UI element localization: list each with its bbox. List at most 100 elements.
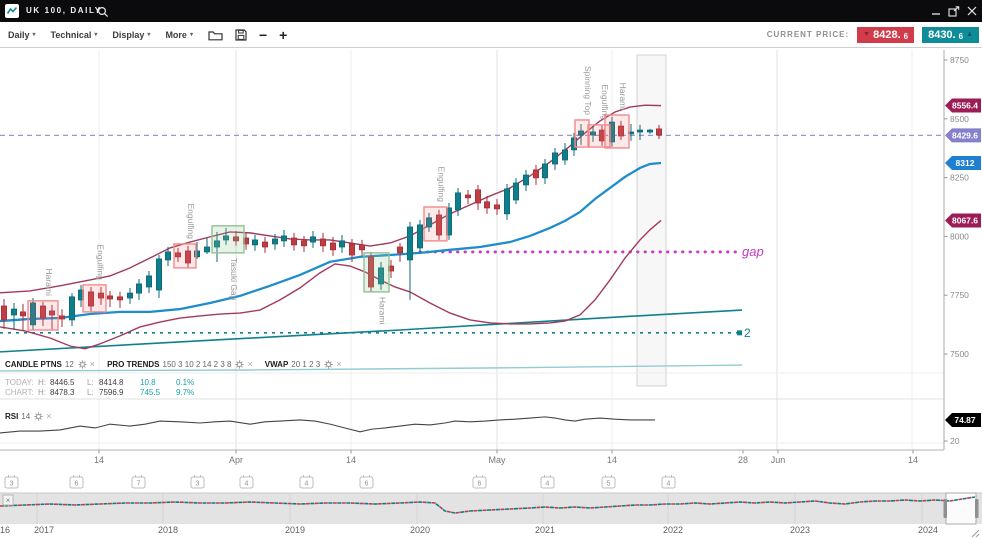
svg-text:8500: 8500 — [950, 114, 969, 124]
pattern-box-spinning-top — [574, 119, 590, 148]
navigator-year-label: 2020 — [410, 525, 430, 535]
svg-text:7: 7 — [137, 481, 141, 488]
resize-handle[interactable] — [971, 529, 980, 538]
navigator-year-label: 2017 — [34, 525, 54, 535]
window-title: UK 100, DAILY — [26, 6, 102, 15]
save-icon[interactable] — [235, 28, 247, 41]
svg-text:8556.4: 8556.4 — [952, 101, 978, 111]
bollinger-lower-line — [0, 219, 662, 350]
svg-text:14: 14 — [607, 455, 617, 465]
vwap-mid-dashed-line: 2 — [0, 326, 751, 340]
svg-text:×: × — [6, 496, 11, 505]
close-icon[interactable]: × — [89, 359, 96, 369]
navigator-year-label: 2024 — [918, 525, 938, 535]
pattern-box-harami — [27, 300, 59, 331]
candlestick-series — [0, 116, 663, 331]
pattern-count-badge[interactable]: 6 — [359, 475, 374, 489]
gear-icon[interactable] — [34, 412, 43, 421]
menu-daily[interactable]: Daily ▾ — [8, 29, 36, 40]
pattern-count-badge[interactable]: 4 — [239, 475, 254, 489]
navigator-selection-window[interactable] — [945, 492, 977, 525]
navigator-year-label: 16 — [0, 525, 10, 535]
svg-text:3: 3 — [196, 481, 200, 488]
open-folder-icon[interactable] — [208, 29, 223, 41]
pattern-label: Spinning Top — [583, 66, 593, 115]
svg-text:20: 20 — [950, 436, 960, 446]
navigator-right-handle[interactable] — [975, 499, 979, 518]
gear-icon[interactable] — [235, 360, 245, 369]
gap-label: gap — [742, 244, 764, 259]
candle-pattern-boxes: Harami Engulfing Engulfing Tasuki Gap Harami… — [27, 66, 630, 331]
pattern-label: Engulfing — [437, 167, 447, 203]
svg-text:Apr: Apr — [229, 455, 243, 465]
svg-text:May: May — [488, 455, 506, 465]
indicator-toolbar: CANDLE PTNS 12 × PRO TRENDS 150 3 10 2 1… — [5, 359, 342, 370]
gear-icon[interactable] — [78, 360, 87, 369]
pattern-label: Tasuki Gap — [229, 258, 239, 301]
chevron-down-icon: ▾ — [32, 32, 36, 38]
svg-text:28: 28 — [738, 455, 748, 465]
price-badge-8312: 8312 — [945, 156, 981, 171]
pattern-count-badge[interactable]: 6 — [69, 475, 84, 489]
indicator-vwap-label: VWAP — [264, 360, 289, 369]
minimize-button[interactable] — [931, 6, 941, 16]
svg-text:74.87: 74.87 — [954, 415, 976, 425]
svg-text:8000: 8000 — [950, 231, 969, 241]
svg-text:5: 5 — [607, 481, 611, 488]
popout-button[interactable] — [948, 5, 960, 17]
pattern-count-badge[interactable]: 3 — [190, 475, 205, 489]
vwap-lower-line — [0, 364, 743, 372]
close-icon[interactable]: × — [336, 359, 342, 369]
navigator-left-handle[interactable] — [943, 499, 948, 518]
zoom-out-button[interactable]: − — [258, 26, 268, 43]
svg-text:8429.6: 8429.6 — [952, 130, 978, 140]
menu-display[interactable]: Display ▾ — [112, 29, 151, 40]
price-badge-8067.6: 8067.6 — [945, 213, 981, 228]
search-icon[interactable] — [97, 5, 109, 23]
svg-text:4: 4 — [305, 481, 309, 488]
pattern-label: Engulfing — [96, 244, 106, 280]
pattern-label: Harami — [618, 83, 628, 111]
recent-bars-highlight-band — [636, 54, 667, 387]
close-icon[interactable]: × — [46, 411, 52, 421]
chevron-down-icon: ▾ — [189, 32, 193, 38]
vwap-upper-line — [0, 309, 743, 353]
pattern-label: Engulfing — [186, 203, 196, 239]
window-titlebar: UK 100, DAILY — [0, 0, 982, 22]
navigator-close-button[interactable]: × — [2, 494, 14, 506]
close-button[interactable] — [967, 6, 977, 16]
svg-text:4: 4 — [667, 481, 671, 488]
pattern-count-badge[interactable]: 5 — [601, 475, 616, 489]
pattern-count-badge[interactable]: 4 — [661, 475, 676, 489]
svg-text:14: 14 — [94, 455, 104, 465]
zoom-in-button[interactable]: + — [279, 26, 288, 43]
svg-text:4: 4 — [546, 481, 550, 488]
gear-icon[interactable] — [324, 360, 333, 369]
pattern-count-badge[interactable]: 6 — [472, 475, 487, 489]
svg-text:7500: 7500 — [950, 349, 969, 359]
chevron-down-icon: ▾ — [94, 32, 98, 38]
pattern-label: Harami — [44, 268, 54, 296]
pattern-count-badge[interactable]: 4 — [540, 475, 555, 489]
pattern-count-badge[interactable]: 7 — [131, 475, 146, 489]
svg-text:14: 14 — [908, 455, 918, 465]
menu-technical[interactable]: Technical ▾ — [50, 29, 98, 40]
panel-separators — [0, 372, 944, 444]
svg-text:4: 4 — [245, 481, 249, 488]
chart-stats-row: CHART: H: 8478.3 L: 7596.9 745.5 9.7% — [5, 388, 195, 397]
chart-toolbar: Daily ▾ Technical ▾ Display ▾ More ▾ − + CUR… — [0, 22, 982, 48]
close-icon[interactable]: × — [247, 359, 253, 369]
svg-text:8750: 8750 — [950, 55, 969, 65]
menu-more[interactable]: More ▾ — [165, 29, 193, 40]
svg-text:8067.6: 8067.6 — [952, 216, 978, 226]
navigator-year-label: 2022 — [663, 525, 683, 535]
pattern-count-badge[interactable]: 4 — [299, 475, 314, 489]
price-badge-8429.6: 8429.6 — [945, 128, 981, 143]
chevron-down-icon: ▾ — [147, 32, 151, 38]
pattern-count-badge[interactable]: 3 — [4, 475, 19, 489]
indicator-candle-ptns-label: CANDLE PTNS — [5, 360, 62, 369]
price-badge-8556.4: 8556.4 — [945, 98, 981, 113]
navigator-year-label: 2021 — [535, 525, 555, 535]
